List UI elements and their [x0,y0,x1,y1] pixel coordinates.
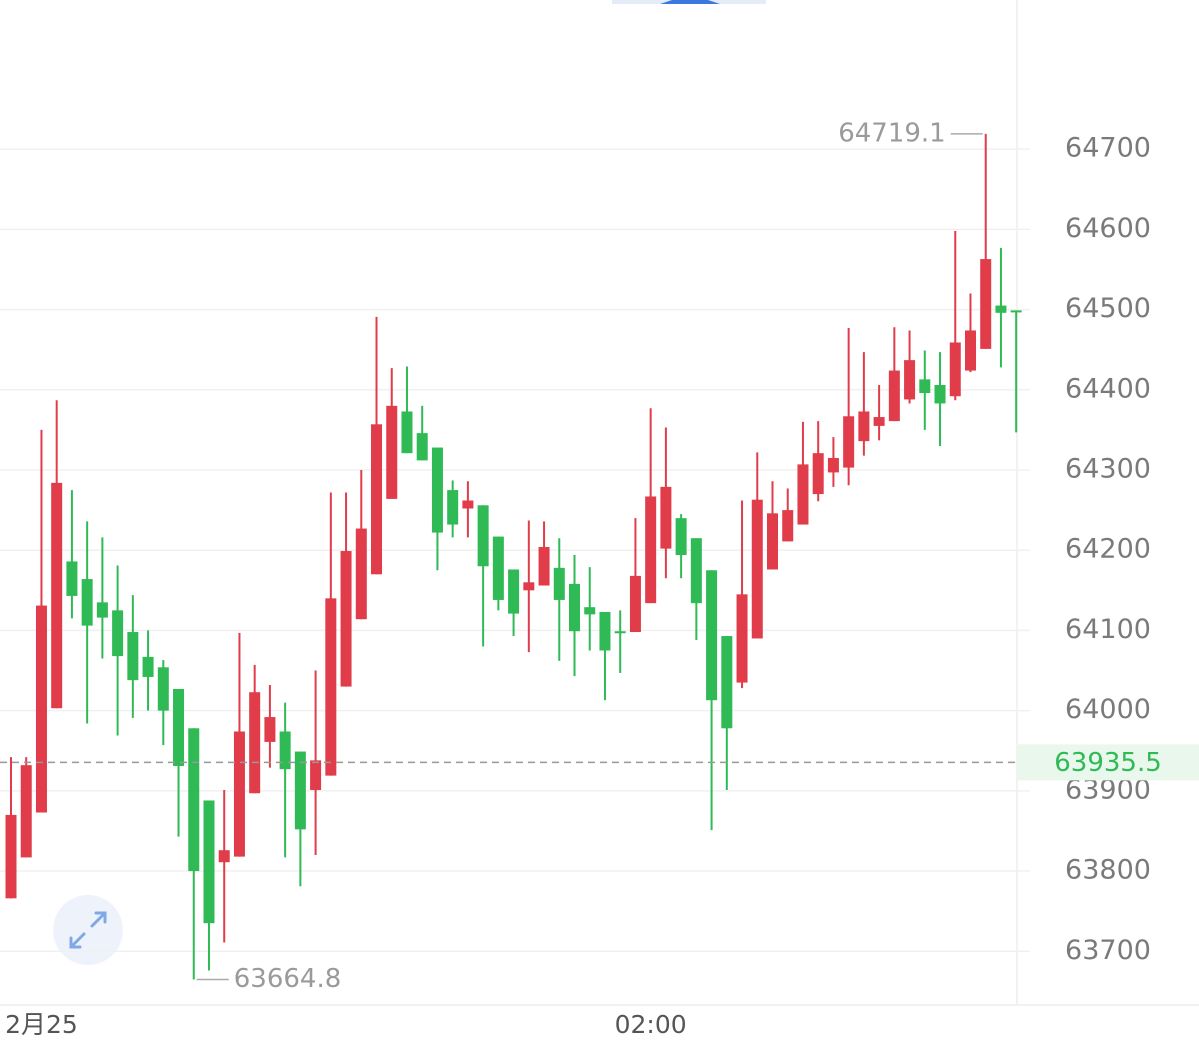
candle-body [81,579,93,626]
candle-body [827,457,839,473]
candle-body [919,379,931,394]
candle-body [386,405,398,499]
candle-body [218,850,230,863]
y-tick-label: 64100 [1065,614,1151,645]
candle-body [690,538,702,604]
candle-body [51,482,63,709]
candle-body [66,561,78,596]
tab-arrow [660,0,720,4]
candle-body [447,490,459,525]
candle-body [173,688,185,766]
candle-body [20,765,32,858]
candle-body [858,411,870,442]
candle-body [523,582,535,591]
candle-body [782,510,794,542]
candle-body [538,547,550,586]
candle-body [508,569,520,614]
candle-body [233,731,245,857]
y-tick-label: 63800 [1065,855,1151,886]
candle-body [492,536,504,600]
y-tick-label: 63700 [1065,935,1151,966]
candle-body [310,760,322,791]
y-tick-label: 64600 [1065,213,1151,244]
y-tick-label: 64300 [1065,454,1151,485]
candle-body [416,433,428,461]
last-price-label: 63935.5 [1054,748,1162,778]
candle-body [112,610,124,657]
candle-body [584,607,596,615]
candle-body [5,814,17,899]
candle-body [736,594,748,683]
candle-body [142,656,154,677]
expand-icon[interactable] [69,911,107,949]
candle-body [934,384,946,404]
candle-body [157,667,169,711]
candle-body [812,453,824,495]
candle-body [980,259,992,349]
y-tick-label: 64700 [1065,133,1151,164]
candle-body [325,598,337,776]
candle-body [645,496,657,604]
candle-body [721,636,733,729]
candle-body [660,486,672,549]
candle-body [843,416,855,468]
candle-body [675,518,687,556]
candle-body [371,424,383,575]
candle-body [904,360,916,400]
candle-body [888,370,900,422]
candle-body [477,505,489,567]
candle-body [127,632,139,681]
candle-body [629,575,641,633]
candle-body [249,692,261,794]
y-tick-label: 64200 [1065,534,1151,565]
candle-body [995,305,1007,313]
expand-bg[interactable] [53,895,123,965]
candle-body [751,499,763,639]
candle-body [706,570,718,701]
candle-body [614,631,626,634]
expand-button[interactable] [53,895,123,965]
candle-body [462,500,474,509]
candle-body [401,411,413,454]
candle-body [1010,310,1022,313]
high-marker-label: 64719.1 [838,118,946,148]
candle-body [340,551,352,687]
candle-body [569,583,581,632]
candle-body [279,731,291,770]
y-tick-label: 64000 [1065,694,1151,725]
x-tick-label: 2月25 [5,1010,78,1039]
candle-body [203,800,215,924]
candle-body [797,464,809,525]
low-marker-label: 63664.8 [234,964,342,994]
candle-body [188,728,200,872]
candle-body [355,528,367,620]
candle-body [599,611,611,651]
candle-body [964,330,976,371]
last-price-box [1017,744,1199,781]
x-tick-label: 02:00 [615,1010,687,1039]
candle-body [35,605,47,813]
candle-body [553,567,565,600]
candle-body [431,447,443,533]
candle-body [767,513,778,570]
y-tick-label: 64400 [1065,373,1151,404]
candle-body [949,342,961,397]
candle-body [873,417,885,426]
y-tick-label: 64500 [1065,293,1151,324]
candle-body [264,717,276,742]
candle-body [294,751,306,830]
candle-body [96,602,108,618]
